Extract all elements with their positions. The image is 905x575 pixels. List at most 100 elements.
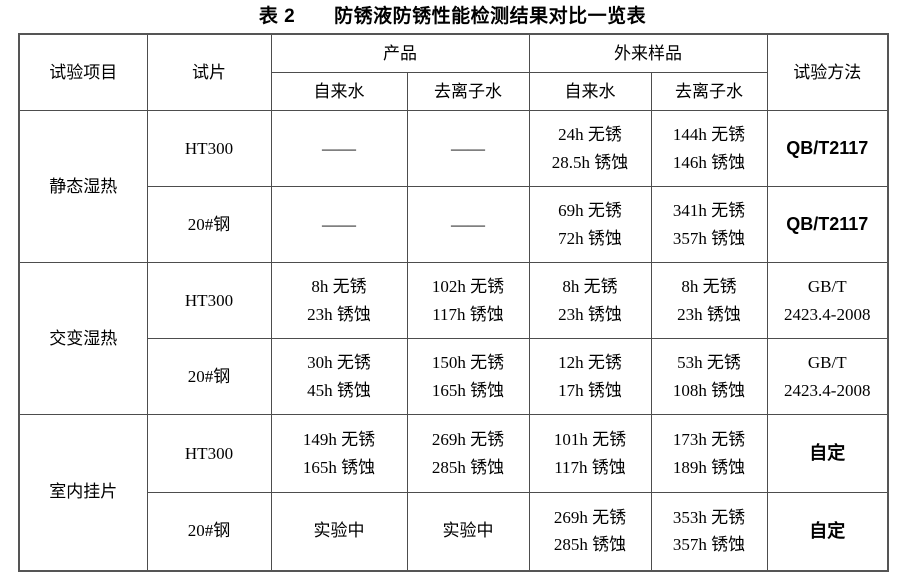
header-group-external-sample: 外来样品 [528, 33, 768, 73]
cell-external-di: 341h 无锈 357h 锈蚀 [650, 186, 768, 263]
cell-product-di: 269h 无锈 285h 锈蚀 [406, 414, 530, 493]
header-product-deionized-water: 去离子水 [406, 72, 530, 111]
value-line-no-rust: 8h 无锈 [681, 276, 737, 296]
table-row: 室内挂片 HT300 149h 无锈 165h 锈蚀 269h 无锈 285h … [18, 414, 889, 571]
value-line-no-rust: 150h 无锈 [431, 352, 505, 372]
header-test-method: 试验方法 [766, 33, 889, 111]
cell-product-tap: —— [270, 186, 408, 263]
coupon-label: 20#钢 [146, 186, 272, 263]
cell-external-di: 8h 无锈 23h 锈蚀 [650, 262, 768, 339]
cell-product-tap: —— [270, 110, 408, 187]
value-line-rust: 357h 锈蚀 [672, 228, 746, 248]
value-line-rust: 117h 锈蚀 [432, 304, 504, 324]
cell-external-tap: 24h 无锈 28.5h 锈蚀 [528, 110, 652, 187]
cell-external-tap: 269h 无锈 285h 锈蚀 [528, 492, 652, 571]
value-line-rust: 45h 锈蚀 [307, 380, 371, 400]
cell-external-di: 173h 无锈 189h 锈蚀 [650, 414, 768, 493]
value-line-no-rust: 30h 无锈 [307, 352, 371, 372]
cell-test-method: QB/T2117 [766, 110, 889, 187]
cell-product-tap: 8h 无锈 23h 锈蚀 [270, 262, 408, 339]
value-line-rust: 189h 锈蚀 [672, 457, 746, 477]
method-line-number: 2423.4-2008 [784, 304, 871, 324]
header-row-subcolumns: 自来水 去离子水 自来水 去离子水 [19, 72, 888, 111]
header-row-groups: 试验项目 试片 产品 外来样品 试验方法 [18, 33, 889, 111]
value-line-rust: 23h 锈蚀 [558, 304, 622, 324]
cell-product-di: —— [406, 186, 530, 263]
cell-product-di: 实验中 [406, 492, 530, 571]
value-line-no-rust: 102h 无锈 [431, 276, 505, 296]
cell-product-di: —— [406, 110, 530, 187]
value-line-rust: 285h 锈蚀 [431, 457, 505, 477]
header-external-deionized-water: 去离子水 [650, 72, 768, 111]
cell-external-tap: 101h 无锈 117h 锈蚀 [528, 414, 652, 493]
value-line-rust: 285h 锈蚀 [553, 535, 627, 555]
value-line-no-rust: 69h 无锈 [558, 200, 622, 220]
cell-test-method: 自定 [766, 492, 889, 571]
cell-test-method: GB/T 2423.4-2008 [766, 262, 889, 339]
cell-product-tap: 实验中 [270, 492, 408, 571]
table-row: 20#钢 30h 无锈 45h 锈蚀 150h 无锈 165h 锈蚀 12h 无… [19, 338, 889, 415]
value-line-no-rust: 12h 无锈 [558, 352, 622, 372]
header-product-tap-water: 自来水 [270, 72, 408, 111]
section-label-indoor-coupon-hanging: 室内挂片 [18, 414, 148, 571]
table-row: 静态湿热 HT300 —— —— 24h 无锈 28.5h 锈蚀 144h 无锈… [18, 110, 889, 263]
header-test-item: 试验项目 [18, 33, 148, 111]
value-line-no-rust: 101h 无锈 [553, 429, 627, 449]
cell-test-method: GB/T 2423.4-2008 [766, 338, 889, 415]
value-line-rust: 108h 锈蚀 [672, 380, 746, 400]
table-row: 20#钢 实验中 实验中 269h 无锈 285h 锈蚀 353h 无锈 357… [19, 492, 889, 571]
value-line-rust: 146h 锈蚀 [672, 152, 746, 172]
value-line-no-rust: 353h 无锈 [672, 507, 746, 527]
method-line-standard: GB/T [807, 352, 847, 372]
cell-external-tap: 12h 无锈 17h 锈蚀 [528, 338, 652, 415]
coupon-label: 20#钢 [146, 492, 272, 571]
cell-product-tap: 30h 无锈 45h 锈蚀 [270, 338, 408, 415]
section-label-static-humid-heat: 静态湿热 [18, 110, 148, 263]
page-title: 表 2 防锈液防锈性能检测结果对比一览表 [258, 6, 647, 27]
cell-product-tap: 149h 无锈 165h 锈蚀 [270, 414, 408, 493]
value-line-rust: 117h 锈蚀 [554, 457, 626, 477]
value-line-rust: 165h 锈蚀 [431, 380, 505, 400]
section-label-cyclic-humid-heat: 交变湿热 [18, 262, 148, 415]
cell-product-di: 102h 无锈 117h 锈蚀 [406, 262, 530, 339]
value-line-rust: 165h 锈蚀 [302, 457, 376, 477]
cell-test-method: 自定 [766, 414, 889, 493]
table-row: 交变湿热 HT300 8h 无锈 23h 锈蚀 102h 无锈 117h 锈蚀 … [18, 262, 889, 415]
cell-test-method: QB/T2117 [766, 186, 889, 263]
header-group-product: 产品 [270, 33, 530, 73]
table-header: 试验项目 试片 产品 外来样品 试验方法 自来水 去离子水 自来水 去离子水 [18, 33, 889, 111]
value-line-no-rust: 8h 无锈 [311, 276, 367, 296]
cell-external-tap: 69h 无锈 72h 锈蚀 [528, 186, 652, 263]
method-line-standard: GB/T [807, 276, 847, 296]
rust-prevention-results-table: 试验项目 试片 产品 外来样品 试验方法 自来水 去离子水 自来水 去离子水 静… [18, 33, 889, 572]
coupon-label: HT300 [146, 110, 272, 187]
method-line-number: 2423.4-2008 [784, 380, 871, 400]
value-line-rust: 23h 锈蚀 [677, 304, 741, 324]
value-line-rust: 72h 锈蚀 [558, 228, 622, 248]
header-external-tap-water: 自来水 [528, 72, 652, 111]
value-line-no-rust: 173h 无锈 [672, 429, 746, 449]
value-line-rust: 17h 锈蚀 [558, 380, 622, 400]
value-line-rust: 357h 锈蚀 [672, 535, 746, 555]
table-row: 20#钢 —— —— 69h 无锈 72h 锈蚀 341h 无锈 357h 锈蚀… [19, 186, 889, 263]
value-line-no-rust: 144h 无锈 [672, 124, 746, 144]
coupon-label: HT300 [146, 414, 272, 493]
value-line-no-rust: 53h 无锈 [677, 352, 741, 372]
value-line-no-rust: 269h 无锈 [431, 429, 505, 449]
cell-external-di: 353h 无锈 357h 锈蚀 [650, 492, 768, 571]
value-line-no-rust: 269h 无锈 [553, 507, 627, 527]
coupon-label: HT300 [146, 262, 272, 339]
value-line-no-rust: 149h 无锈 [302, 429, 376, 449]
value-line-no-rust: 8h 无锈 [562, 276, 618, 296]
results-table-container: 试验项目 试片 产品 外来样品 试验方法 自来水 去离子水 自来水 去离子水 静… [18, 33, 889, 572]
cell-external-tap: 8h 无锈 23h 锈蚀 [528, 262, 652, 339]
coupon-label: 20#钢 [146, 338, 272, 415]
cell-external-di: 53h 无锈 108h 锈蚀 [650, 338, 768, 415]
cell-external-di: 144h 无锈 146h 锈蚀 [650, 110, 768, 187]
value-line-no-rust: 24h 无锈 [558, 124, 622, 144]
value-line-no-rust: 341h 无锈 [672, 200, 746, 220]
value-line-rust: 23h 锈蚀 [307, 304, 371, 324]
cell-product-di: 150h 无锈 165h 锈蚀 [406, 338, 530, 415]
table-body: 静态湿热 HT300 —— —— 24h 无锈 28.5h 锈蚀 144h 无锈… [18, 110, 889, 571]
